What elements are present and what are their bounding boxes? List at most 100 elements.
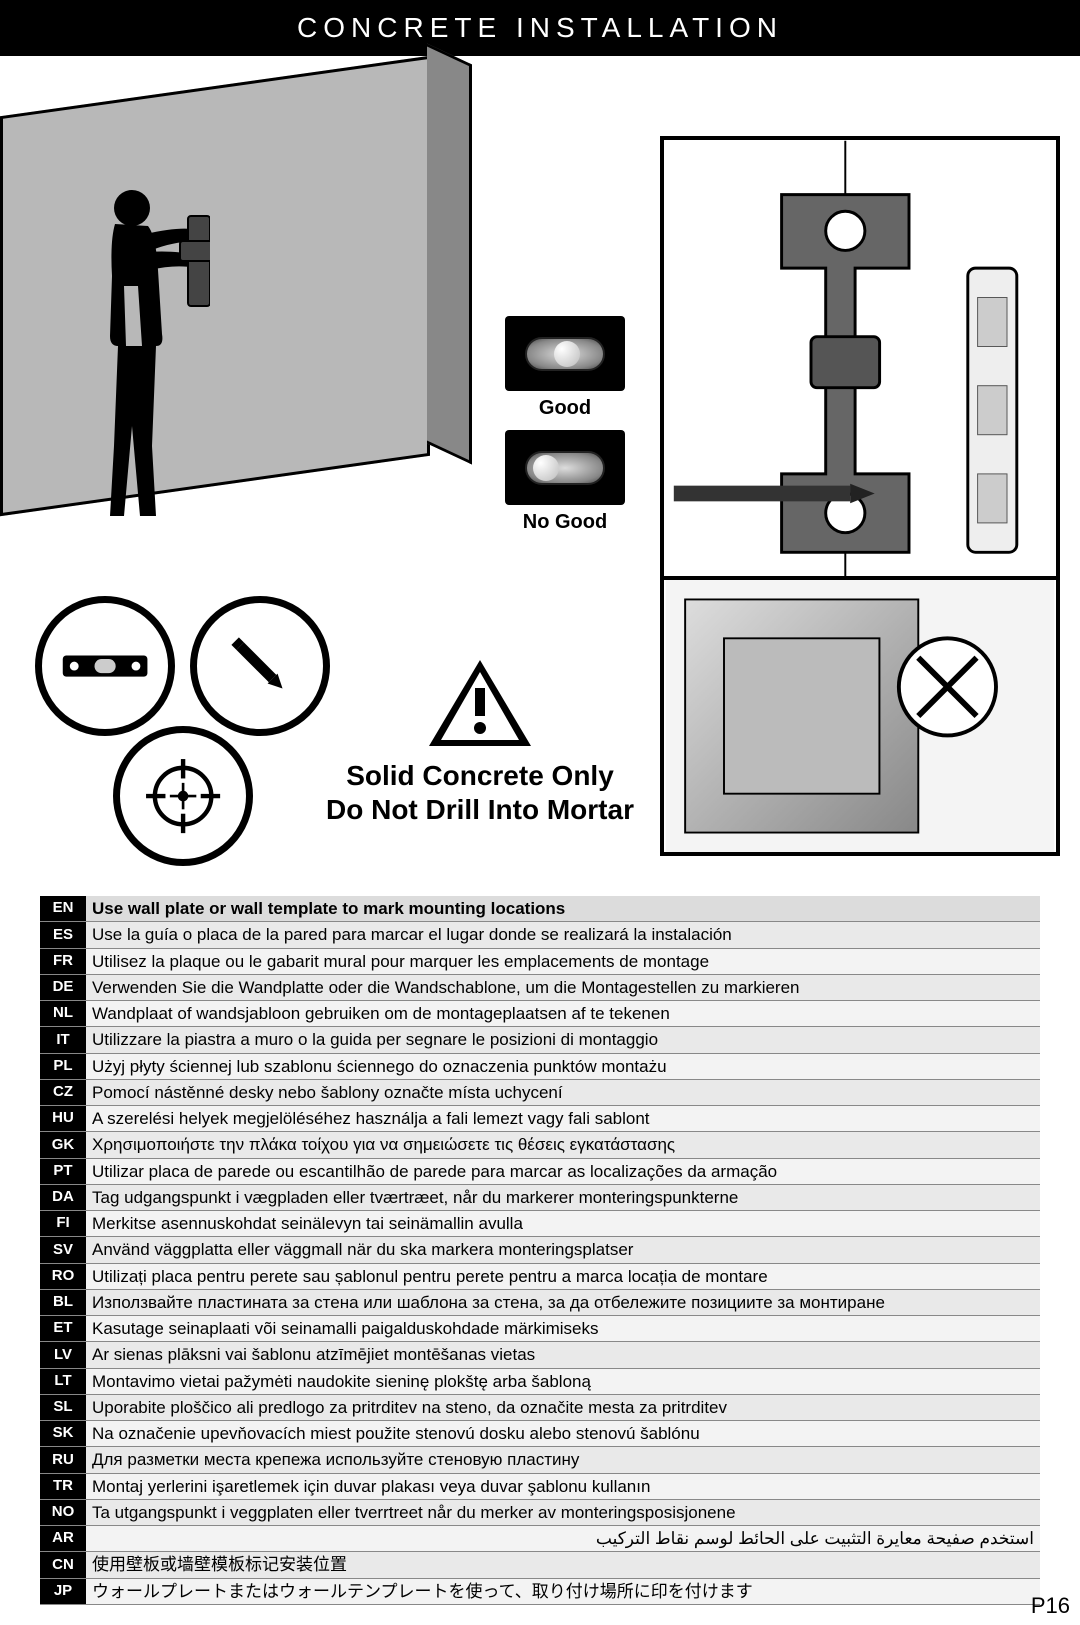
top-illustration-area: Good No Good <box>40 66 1040 626</box>
level-icon <box>35 596 175 736</box>
lang-code: IT <box>40 1027 86 1053</box>
lang-row: NLWandplaat of wandsjabloon gebruiken om… <box>40 1001 1040 1027</box>
lang-text: Tag udgangspunkt i vægpladen eller tvært… <box>86 1184 1040 1210</box>
lang-text: Użyj płyty ściennej lub szablonu ścienne… <box>86 1053 1040 1079</box>
lang-text: Wandplaat of wandsjabloon gebruiken om d… <box>86 1001 1040 1027</box>
lang-code: EN <box>40 896 86 922</box>
lang-code: FR <box>40 948 86 974</box>
lang-row: DATag udgangspunkt i vægpladen eller tvæ… <box>40 1184 1040 1210</box>
page-number: P16 <box>1031 1593 1070 1619</box>
lang-text: Merkitse asennuskohdat seinälevyn tai se… <box>86 1211 1040 1237</box>
lang-row: SKNa označenie upevňovacích miest použit… <box>40 1421 1040 1447</box>
lang-row: DEVerwenden Sie die Wandplatte oder die … <box>40 974 1040 1000</box>
lang-row: HUA szerelési helyek megjelöléséhez hasz… <box>40 1106 1040 1132</box>
lang-code: AR <box>40 1526 86 1552</box>
lang-row: ENUse wall plate or wall template to mar… <box>40 896 1040 922</box>
bubble-bad-icon <box>505 430 625 505</box>
lang-row: ITUtilizzare la piastra a muro o la guid… <box>40 1027 1040 1053</box>
lang-code: CN <box>40 1552 86 1578</box>
lang-text: Montavimo vietai pažymėti naudokite sien… <box>86 1368 1040 1394</box>
warning-line-2: Do Not Drill Into Mortar <box>310 793 650 827</box>
lang-row: LTMontavimo vietai pažymėti naudokite si… <box>40 1368 1040 1394</box>
lang-code: CZ <box>40 1079 86 1105</box>
lang-code: DA <box>40 1184 86 1210</box>
lang-row: ARاستخدم صفيحة معايرة التثبيت على الحائط… <box>40 1526 1040 1552</box>
lang-code: RO <box>40 1263 86 1289</box>
lang-row: BLИзползвайте пластината за стена или ша… <box>40 1289 1040 1315</box>
bubble-good-icon <box>505 316 625 391</box>
lang-code: HU <box>40 1106 86 1132</box>
lang-code: DE <box>40 974 86 1000</box>
lang-row: PTUtilizar placa de parede ou escantilhã… <box>40 1158 1040 1184</box>
warning-line-1: Solid Concrete Only <box>310 759 650 793</box>
lang-row: NOTa utgangspunkt i veggplaten eller tve… <box>40 1499 1040 1525</box>
corner-detail-frame <box>660 576 1060 856</box>
lang-text: Utilizar placa de parede ou escantilhão … <box>86 1158 1040 1184</box>
lang-row: PLUżyj płyty ściennej lub szablonu ścien… <box>40 1053 1040 1079</box>
warning-block: Solid Concrete Only Do Not Drill Into Mo… <box>310 656 650 826</box>
lang-text: Utilisez la plaque ou le gabarit mural p… <box>86 948 1040 974</box>
lang-row: ESUse la guía o placa de la pared para m… <box>40 922 1040 948</box>
lang-code: LV <box>40 1342 86 1368</box>
lang-text: Използвайте пластината за стена или шабл… <box>86 1289 1040 1315</box>
lang-text: Montaj yerlerini işaretlemek için duvar … <box>86 1473 1040 1499</box>
lang-text: Use la guía o placa de la pared para mar… <box>86 922 1040 948</box>
lang-code: RU <box>40 1447 86 1473</box>
lang-text: Na označenie upevňovacích miest použite … <box>86 1421 1040 1447</box>
warning-icon <box>310 656 650 751</box>
lang-text: Pomocí nástěnné desky nebo šablony označ… <box>86 1079 1040 1105</box>
lang-row: ETKasutage seinaplaati või seinamalli pa… <box>40 1316 1040 1342</box>
no-good-label: No Good <box>490 511 640 534</box>
lang-code: SK <box>40 1421 86 1447</box>
lang-row: SLUporabite ploščico ali predlogo za pri… <box>40 1394 1040 1420</box>
lang-row: GKΧρησιμοποιήστε την πλάκα τοίχου για να… <box>40 1132 1040 1158</box>
lang-text: استخدم صفيحة معايرة التثبيت على الحائط ل… <box>86 1526 1040 1552</box>
target-icon <box>113 726 253 866</box>
lang-code: JP <box>40 1578 86 1604</box>
lang-text: Utilizzare la piastra a muro o la guida … <box>86 1027 1040 1053</box>
lang-row: CZPomocí nástěnné desky nebo šablony ozn… <box>40 1079 1040 1105</box>
lang-row: FRUtilisez la plaque ou le gabarit mural… <box>40 948 1040 974</box>
page-title: CONCRETE INSTALLATION <box>297 12 783 43</box>
lang-code: FI <box>40 1211 86 1237</box>
bracket-detail-frame <box>660 136 1060 606</box>
lang-text: 使用壁板或墙壁模板标记安装位置 <box>86 1552 1040 1578</box>
lang-code: PT <box>40 1158 86 1184</box>
lang-row: JPウォールプレートまたはウォールテンプレートを使って、取り付け場所に印を付けま… <box>40 1578 1040 1604</box>
lang-row: LVAr sienas plāksni vai šablonu atzīmēji… <box>40 1342 1040 1368</box>
lang-code: ES <box>40 922 86 948</box>
lang-text: Χρησιμοποιήστε την πλάκα τοίχου για να σ… <box>86 1132 1040 1158</box>
lang-code: BL <box>40 1289 86 1315</box>
page-title-bar: CONCRETE INSTALLATION <box>0 0 1080 56</box>
lang-text: Använd väggplatta eller väggmall när du … <box>86 1237 1040 1263</box>
lang-code: NO <box>40 1499 86 1525</box>
lang-row: RUДля разметки места крепежа используйте… <box>40 1447 1040 1473</box>
lang-text: Kasutage seinaplaati või seinamalli paig… <box>86 1316 1040 1342</box>
wall-scene <box>0 66 470 546</box>
bubble-level-column: Good No Good <box>490 316 640 544</box>
page-body: Good No Good <box>0 66 1080 1625</box>
person-silhouette <box>60 186 210 526</box>
lang-code: ET <box>40 1316 86 1342</box>
wall-side <box>427 44 472 465</box>
pencil-icon <box>190 596 330 736</box>
lang-text: ウォールプレートまたはウォールテンプレートを使って、取り付け場所に印を付けます <box>86 1578 1040 1604</box>
lang-code: NL <box>40 1001 86 1027</box>
lang-text: Utilizați placa pentru perete sau șablon… <box>86 1263 1040 1289</box>
lang-code: SL <box>40 1394 86 1420</box>
lang-code: LT <box>40 1368 86 1394</box>
language-table: ENUse wall plate or wall template to mar… <box>40 896 1040 1605</box>
lang-code: TR <box>40 1473 86 1499</box>
lang-text: Для разметки места крепежа используйте с… <box>86 1447 1040 1473</box>
mid-area: Solid Concrete Only Do Not Drill Into Mo… <box>40 596 1040 876</box>
lang-text: A szerelési helyek megjelöléséhez haszná… <box>86 1106 1040 1132</box>
lang-row: CN使用壁板或墙壁模板标记安装位置 <box>40 1552 1040 1578</box>
lang-text: Ar sienas plāksni vai šablonu atzīmējiet… <box>86 1342 1040 1368</box>
lang-text: Uporabite ploščico ali predlogo za pritr… <box>86 1394 1040 1420</box>
lang-code: PL <box>40 1053 86 1079</box>
lang-code: GK <box>40 1132 86 1158</box>
lang-row: TRMontaj yerlerini işaretlemek için duva… <box>40 1473 1040 1499</box>
lang-text: Use wall plate or wall template to mark … <box>86 896 1040 922</box>
lang-row: FIMerkitse asennuskohdat seinälevyn tai … <box>40 1211 1040 1237</box>
lang-text: Ta utgangspunkt i veggplaten eller tverr… <box>86 1499 1040 1525</box>
